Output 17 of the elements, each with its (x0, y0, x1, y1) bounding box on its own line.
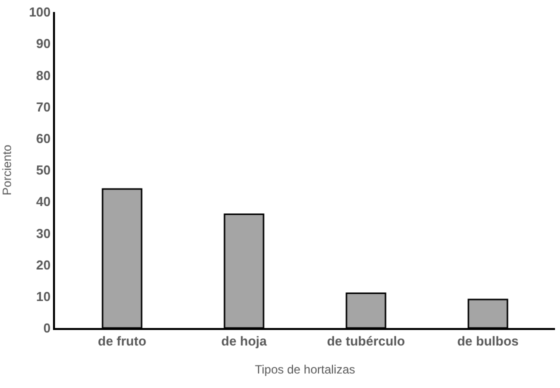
y-tick-label: 0 (43, 320, 51, 336)
y-tick-label: 30 (36, 226, 51, 241)
y-tick-label: 20 (36, 257, 51, 272)
x-tick-label: de bulbos (457, 333, 519, 348)
y-tick-label: 90 (36, 36, 51, 52)
x-tick-label: de fruto (98, 333, 146, 348)
y-tick-label: 100 (28, 4, 51, 20)
y-tick-label: 50 (36, 162, 51, 178)
y-tick-label: 10 (36, 288, 51, 304)
x-tick-label: de hoja (221, 333, 268, 348)
y-tick-label: 70 (36, 99, 51, 114)
y-tick-label: 40 (36, 194, 51, 210)
y-tick-label: 80 (36, 68, 51, 83)
x-axis-title: Tipos de hortalizas (254, 362, 356, 377)
y-axis-title: Porciento (0, 144, 14, 196)
y-tick-label: 60 (36, 130, 51, 146)
x-tick-label: de tubérculo (326, 333, 406, 348)
